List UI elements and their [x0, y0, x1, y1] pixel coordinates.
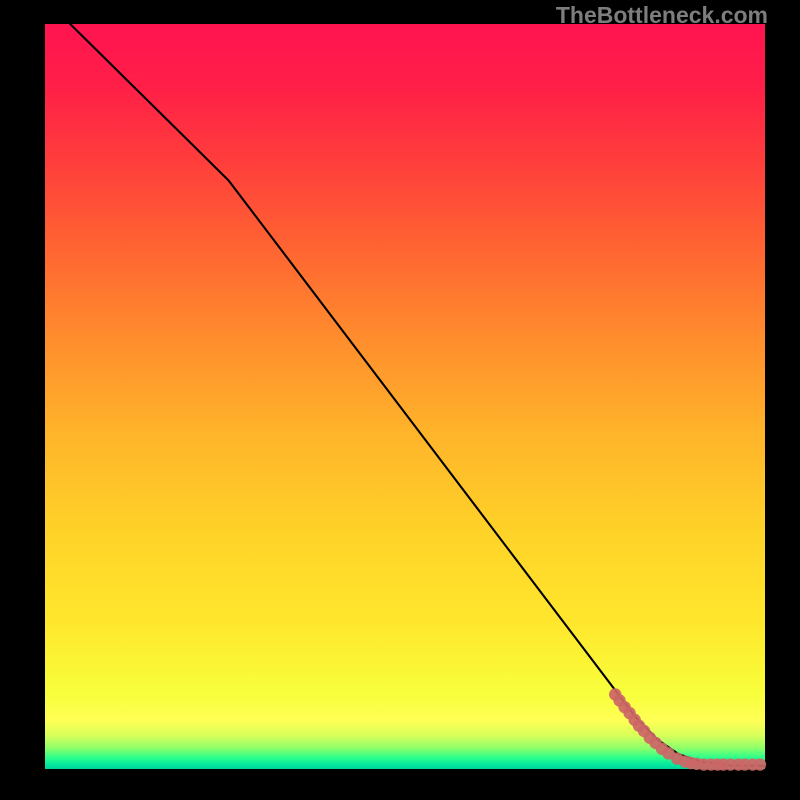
data-marker — [754, 758, 766, 770]
bottleneck-gradient-chart — [0, 0, 800, 800]
plot-area — [45, 24, 765, 769]
watermark-text: TheBottleneck.com — [556, 2, 768, 29]
chart-canvas: TheBottleneck.com — [0, 0, 800, 800]
